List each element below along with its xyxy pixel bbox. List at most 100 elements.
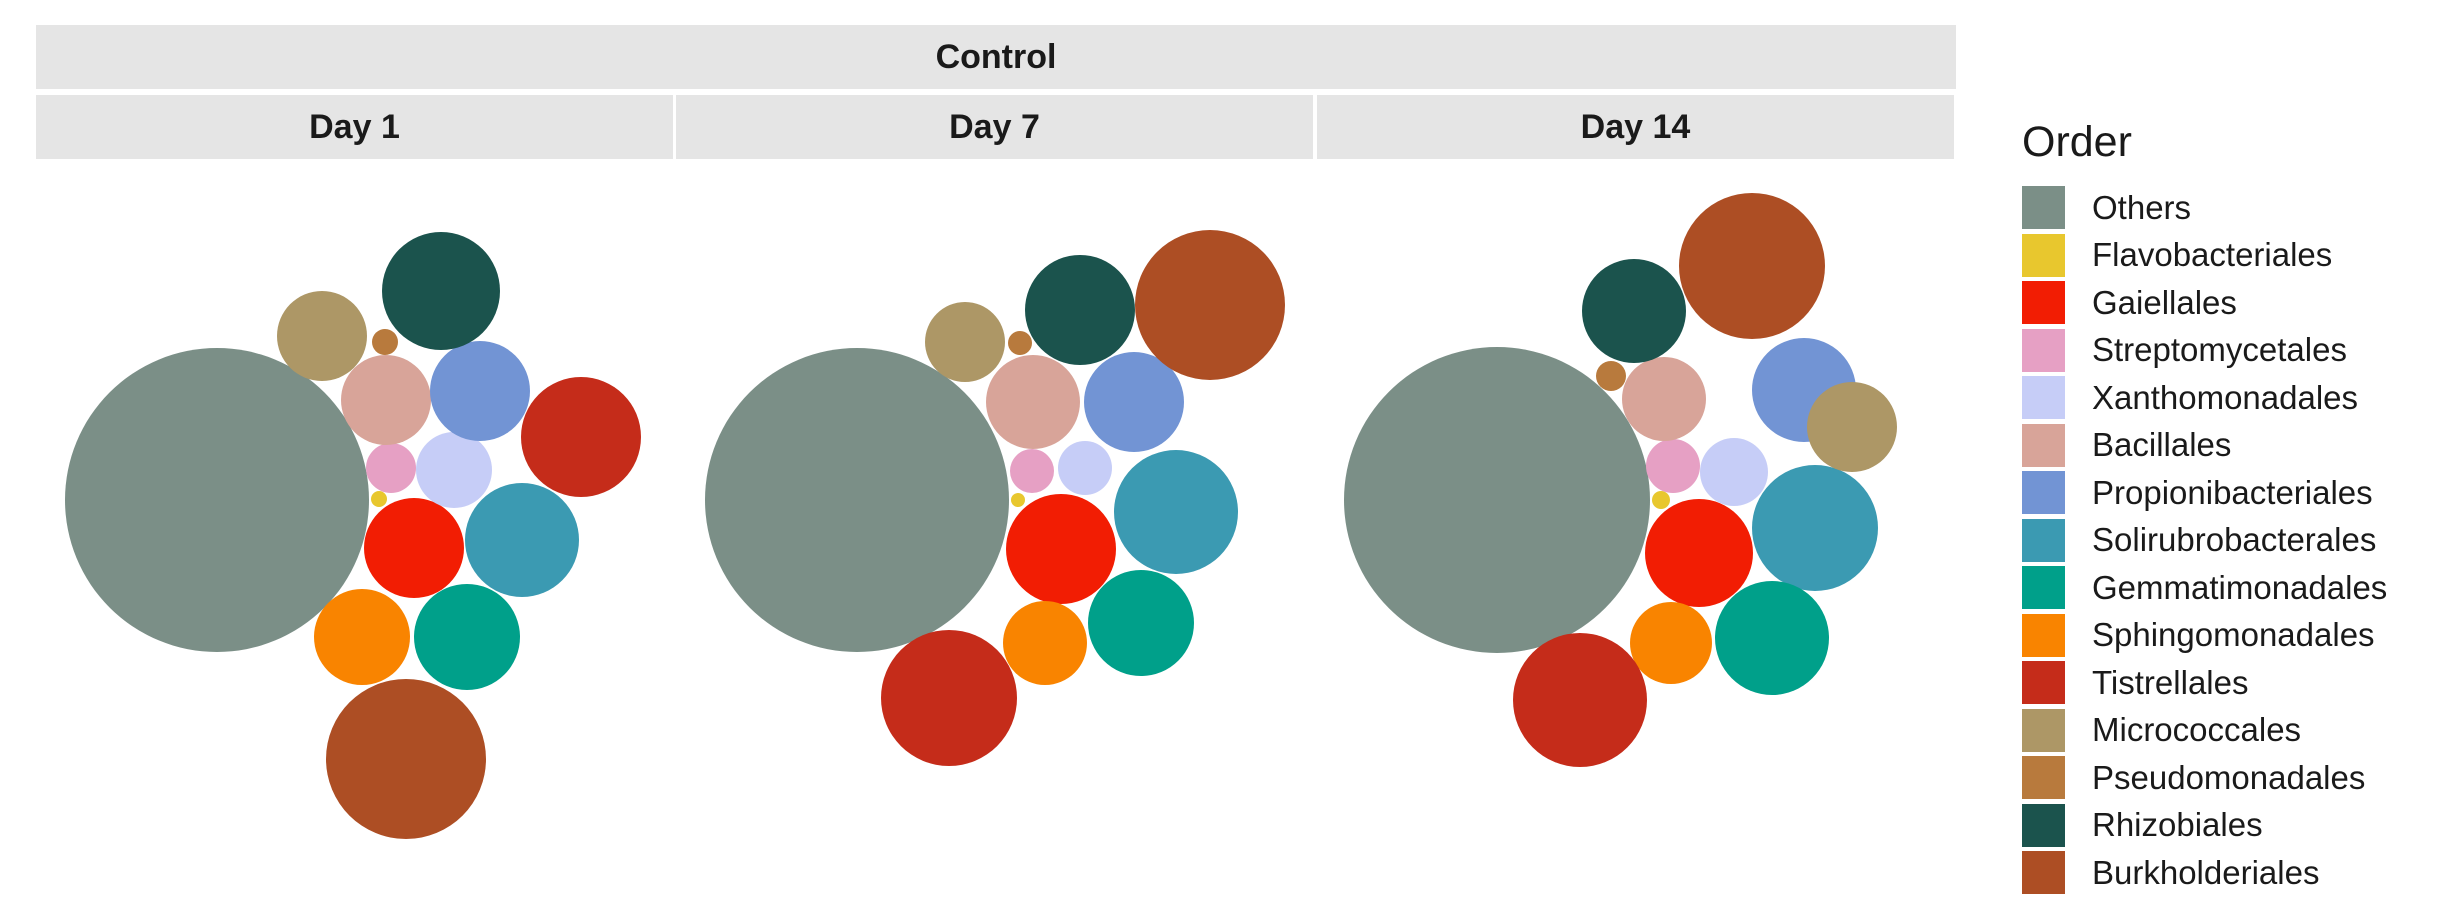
legend-label: Pseudomonadales <box>2092 758 2366 796</box>
legend-items: Others Flavobacteriales Gaiellales Streptom… <box>2018 184 2448 897</box>
legend-item: Micrococcales <box>2018 707 2448 755</box>
legend-key-swatch <box>2022 471 2065 515</box>
legend-item: Pseudomonadales <box>2018 754 2448 802</box>
bubble-day-2-tistrellales <box>881 630 1017 766</box>
legend-label: Gaiellales <box>2092 283 2237 321</box>
legend-key-swatch <box>2022 851 2065 895</box>
legend-label: Streptomycetales <box>2092 331 2347 369</box>
legend-key-swatch <box>2022 186 2065 230</box>
facet-strip-top <box>36 25 1956 89</box>
legend-key-swatch <box>2022 613 2065 657</box>
legend-item: Gemmatimonadales <box>2018 564 2448 612</box>
legend-label: Tistrellales <box>2092 663 2249 701</box>
legend-label: Gemmatimonadales <box>2092 568 2388 606</box>
panel-label-2: Day 7 <box>949 108 1040 146</box>
panel-label-1: Day 1 <box>309 108 400 146</box>
bubble-day-1-gaiellales <box>364 498 464 598</box>
legend-item: Flavobacteriales <box>2018 232 2448 280</box>
bubble-day-1-xanthomonadales <box>416 432 492 508</box>
legend-item: Solirubrobacterales <box>2018 517 2448 565</box>
bubble-day-2-others <box>705 348 1009 652</box>
legend-label: Micrococcales <box>2092 711 2302 749</box>
bubble-day-3-burkholderiales <box>1679 193 1825 339</box>
legend-item: Xanthomonadales <box>2018 374 2448 422</box>
bubble-day-1-solirubrobacterales <box>465 483 579 597</box>
bubble-day-1-streptomycetales <box>366 443 416 493</box>
legend-label: Propionibacteriales <box>2092 473 2373 511</box>
legend-item: Gaiellales <box>2018 279 2448 327</box>
bubble-day-3-solirubrobacterales <box>1752 465 1878 591</box>
bubble-day-2-rhizobiales <box>1025 255 1135 365</box>
legend-key-swatch <box>2022 376 2065 420</box>
legend-key-swatch <box>2022 328 2065 372</box>
bubble-day-2-xanthomonadales <box>1058 441 1112 495</box>
legend-item: Others <box>2018 184 2448 232</box>
facet-title: Control <box>936 38 1057 76</box>
bubble-day-2-micrococcales <box>925 302 1005 382</box>
bubble-day-3-flavobacteriales <box>1652 491 1670 509</box>
legend-label: Solirubrobacterales <box>2092 521 2377 559</box>
bubble-day-3-tistrellales <box>1513 633 1647 767</box>
bubble-day-2-bacillales <box>986 355 1080 449</box>
bubble-day-2-propionibacteriales <box>1084 352 1184 452</box>
bubble-day-2-flavobacteriales <box>1011 493 1025 507</box>
legend: Order Others Flavobacteriales Gaiellales St… <box>2018 118 2448 897</box>
bubble-day-3-gemmatimonadales <box>1715 581 1829 695</box>
legend-item: Sphingomonadales <box>2018 612 2448 660</box>
legend-key-swatch <box>2022 756 2065 800</box>
bubble-day-3-xanthomonadales <box>1700 438 1768 506</box>
panel-strip-1 <box>36 95 673 159</box>
bubble-day-3-rhizobiales <box>1582 259 1686 363</box>
legend-key-swatch <box>2022 566 2065 610</box>
bubble-day-3-micrococcales <box>1807 382 1897 472</box>
legend-item: Rhizobiales <box>2018 802 2448 850</box>
bubble-day-2-sphingomonadales <box>1003 601 1087 685</box>
bubble-day-1-gemmatimonadales <box>414 584 520 690</box>
bubble-day-1-flavobacteriales <box>371 491 387 507</box>
bubble-day-3-pseudomonadales <box>1596 361 1626 391</box>
legend-item: Streptomycetales <box>2018 327 2448 375</box>
legend-item: Tistrellales <box>2018 659 2448 707</box>
bubble-day-1-others <box>65 348 369 652</box>
legend-label: Sphingomonadales <box>2092 616 2375 654</box>
legend-title: Order <box>2022 118 2132 166</box>
bubble-day-3-sphingomonadales <box>1630 602 1712 684</box>
legend-key-swatch <box>2022 803 2065 847</box>
legend-label: Others <box>2092 188 2192 226</box>
legend-key-swatch <box>2022 518 2065 562</box>
panel-strip-3 <box>1317 95 1954 159</box>
bubble-day-2-pseudomonadales <box>1008 331 1032 355</box>
legend-item: Bacillales <box>2018 422 2448 470</box>
legend-label: Bacillales <box>2092 426 2232 464</box>
legend-label: Rhizobiales <box>2092 806 2263 844</box>
legend-item: Propionibacteriales <box>2018 469 2448 517</box>
bubble-day-1-tistrellales <box>521 377 641 497</box>
bubble-day-1-burkholderiales <box>326 679 486 839</box>
bubble-day-1-sphingomonadales <box>314 589 410 685</box>
legend-label: Burkholderiales <box>2092 853 2320 891</box>
bubble-day-1-rhizobiales <box>382 232 500 350</box>
bubble-day-2-solirubrobacterales <box>1114 450 1238 574</box>
legend-key-swatch <box>2022 708 2065 752</box>
bubble-day-2-gaiellales <box>1006 494 1116 604</box>
legend-key-swatch <box>2022 661 2065 705</box>
legend-key-swatch <box>2022 423 2065 467</box>
legend-item: Burkholderiales <box>2018 849 2448 897</box>
legend-key-swatch <box>2022 281 2065 325</box>
bubble-day-2-streptomycetales <box>1010 449 1054 493</box>
bubble-day-3-bacillales <box>1622 357 1706 441</box>
panel-strip-2 <box>676 95 1313 159</box>
bubble-day-3-others <box>1344 347 1650 653</box>
bubble-day-1-pseudomonadales <box>372 329 398 355</box>
bubble-day-2-burkholderiales <box>1135 230 1285 380</box>
bubble-day-1-micrococcales <box>277 291 367 381</box>
bubble-day-1-propionibacteriales <box>430 341 530 441</box>
bubble-day-2-gemmatimonadales <box>1088 570 1194 676</box>
bubble-day-3-streptomycetales <box>1646 439 1700 493</box>
legend-label: Xanthomonadales <box>2092 378 2359 416</box>
legend-label: Flavobacteriales <box>2092 236 2333 274</box>
legend-key-swatch <box>2022 233 2065 277</box>
bubble-day-1-bacillales <box>341 355 431 445</box>
bubble-day-3-gaiellales <box>1645 499 1753 607</box>
